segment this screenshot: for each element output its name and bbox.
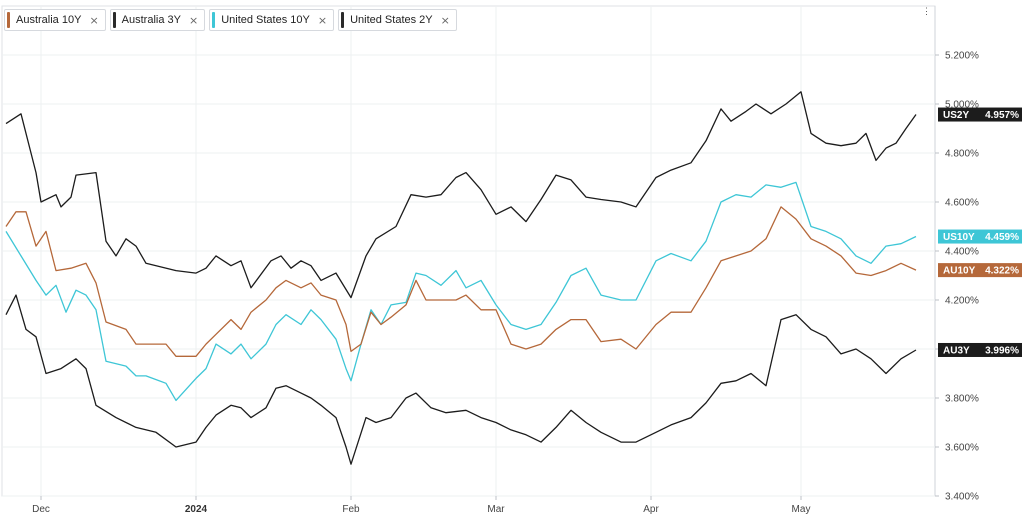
- y-tick-label: 3.800%: [945, 394, 979, 405]
- tag-series-value: 3.996%: [985, 345, 1019, 356]
- close-icon[interactable]: ×: [188, 13, 199, 27]
- series-line-au3y: [5, 294, 917, 465]
- tag-series-name: US10Y: [943, 232, 975, 243]
- y-tick-label: 5.200%: [945, 51, 979, 62]
- chart-settings-handle: ⋮: [922, 6, 931, 16]
- series-line-us10y: [5, 181, 917, 402]
- y-tick-label: 4.400%: [945, 247, 979, 258]
- legend-label: United States 2Y: [350, 14, 433, 26]
- y-tick-label: 4.600%: [945, 198, 979, 209]
- series-color-swatch: [7, 12, 10, 28]
- tag-series-value: 4.322%: [985, 266, 1019, 277]
- legend-bar: Australia 10Y × Australia 3Y × United St…: [4, 9, 457, 31]
- last-value-tag-au3y: AU3Y 3.996%: [938, 342, 1022, 357]
- last-value-tag-us2y: US2Y 4.957%: [938, 107, 1022, 122]
- x-tick-label: Feb: [342, 504, 360, 515]
- series-line-us2y: [5, 91, 917, 299]
- tag-background: [938, 107, 1022, 122]
- tag-series-value: 4.459%: [985, 232, 1019, 243]
- y-tick-label: 5.000%: [945, 100, 979, 111]
- last-value-tag-us10y: US10Y 4.459%: [938, 229, 1022, 244]
- series-color-swatch: [112, 12, 116, 28]
- y-tick-label: 3.600%: [945, 443, 979, 454]
- x-tick-label: Apr: [643, 504, 659, 515]
- series-line-au10y: [5, 206, 917, 357]
- x-tick-label: Mar: [487, 504, 505, 515]
- y-tick-label: 4.200%: [945, 296, 979, 307]
- tag-series-name: US2Y: [943, 110, 969, 121]
- legend-label: Australia 10Y: [16, 14, 82, 26]
- x-tick-label: 2024: [185, 504, 208, 515]
- legend-chip-united-states-10y[interactable]: United States 10Y ×: [209, 9, 335, 31]
- tag-series-value: 4.957%: [985, 110, 1019, 121]
- legend-chip-australia-10y[interactable]: Australia 10Y ×: [4, 9, 106, 31]
- tag-background: [938, 229, 1022, 244]
- close-icon[interactable]: ×: [317, 13, 328, 27]
- tag-background: [938, 342, 1022, 357]
- y-tick-label: 4.800%: [945, 149, 979, 160]
- tag-series-name: AU10Y: [943, 266, 976, 277]
- close-icon[interactable]: ×: [89, 13, 99, 27]
- close-icon[interactable]: ×: [440, 13, 450, 27]
- tag-background: [938, 263, 1022, 278]
- legend-label: Australia 3Y: [121, 14, 181, 26]
- x-tick-label: Dec: [32, 504, 50, 515]
- legend-chip-australia-3y[interactable]: Australia 3Y ×: [109, 9, 206, 31]
- y-tick-label: 3.400%: [945, 492, 979, 503]
- last-value-tag-au10y: AU10Y 4.322%: [938, 263, 1022, 278]
- x-tick-label: May: [792, 504, 811, 515]
- legend-chip-united-states-2y[interactable]: United States 2Y ×: [338, 9, 457, 31]
- legend-label: United States 10Y: [221, 14, 310, 26]
- series-color-swatch: [341, 12, 345, 28]
- tag-series-name: AU3Y: [943, 345, 970, 356]
- series-color-swatch: [212, 12, 216, 28]
